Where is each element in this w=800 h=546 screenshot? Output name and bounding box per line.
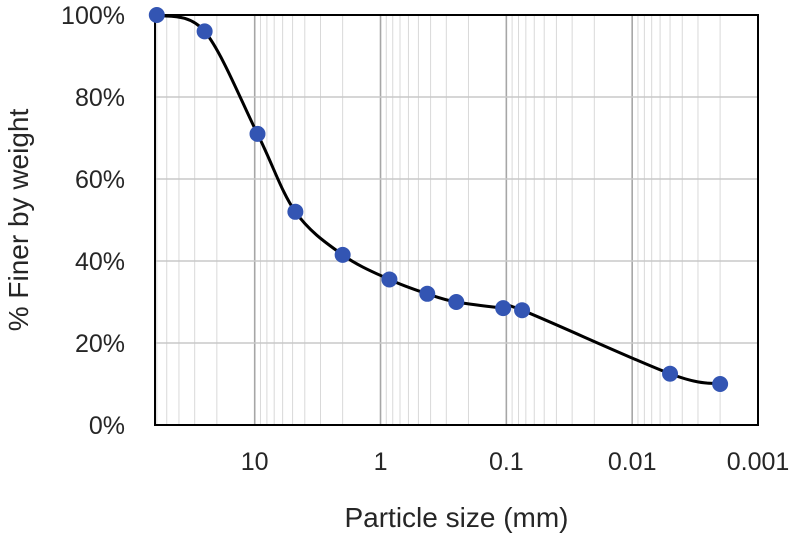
- data-point-marker: [495, 300, 512, 317]
- x-axis-title: Particle size (mm): [344, 502, 568, 533]
- x-tick-label: 0.1: [489, 448, 524, 476]
- grid: [155, 14, 759, 426]
- data-point-marker: [448, 294, 465, 310]
- x-tick-label: 0.01: [608, 448, 657, 476]
- data-point-marker: [419, 285, 436, 302]
- x-tick-label: 0.001: [727, 448, 790, 476]
- y-tick-label: 80%: [75, 84, 125, 112]
- data-point-marker: [196, 23, 213, 40]
- data-point-marker: [381, 271, 398, 288]
- data-point-marker: [148, 7, 165, 23]
- y-tick-label: 0%: [89, 412, 125, 440]
- data-points: [148, 7, 729, 392]
- x-tick-label: 1: [374, 448, 388, 476]
- x-tick-labels: 10 1 0.1 0.01 0.001: [241, 448, 789, 476]
- data-point-marker: [334, 246, 351, 263]
- data-point-marker: [712, 376, 729, 392]
- plot-area-frame: [154, 14, 759, 426]
- x-tick-label: 10: [241, 448, 269, 476]
- data-point-marker: [514, 302, 531, 319]
- y-tick-label: 100%: [61, 2, 125, 30]
- data-point-marker: [662, 365, 679, 382]
- y-axis-title: % Finer by weight: [3, 109, 34, 332]
- y-tick-label: 60%: [75, 166, 125, 194]
- data-point-marker: [249, 125, 266, 142]
- y-tick-label: 40%: [75, 248, 125, 276]
- gradation-curve: [156, 13, 721, 386]
- data-point-marker: [287, 203, 304, 220]
- y-tick-labels: 0% 20% 40% 60% 80% 100%: [61, 2, 125, 440]
- y-tick-label: 20%: [75, 330, 125, 358]
